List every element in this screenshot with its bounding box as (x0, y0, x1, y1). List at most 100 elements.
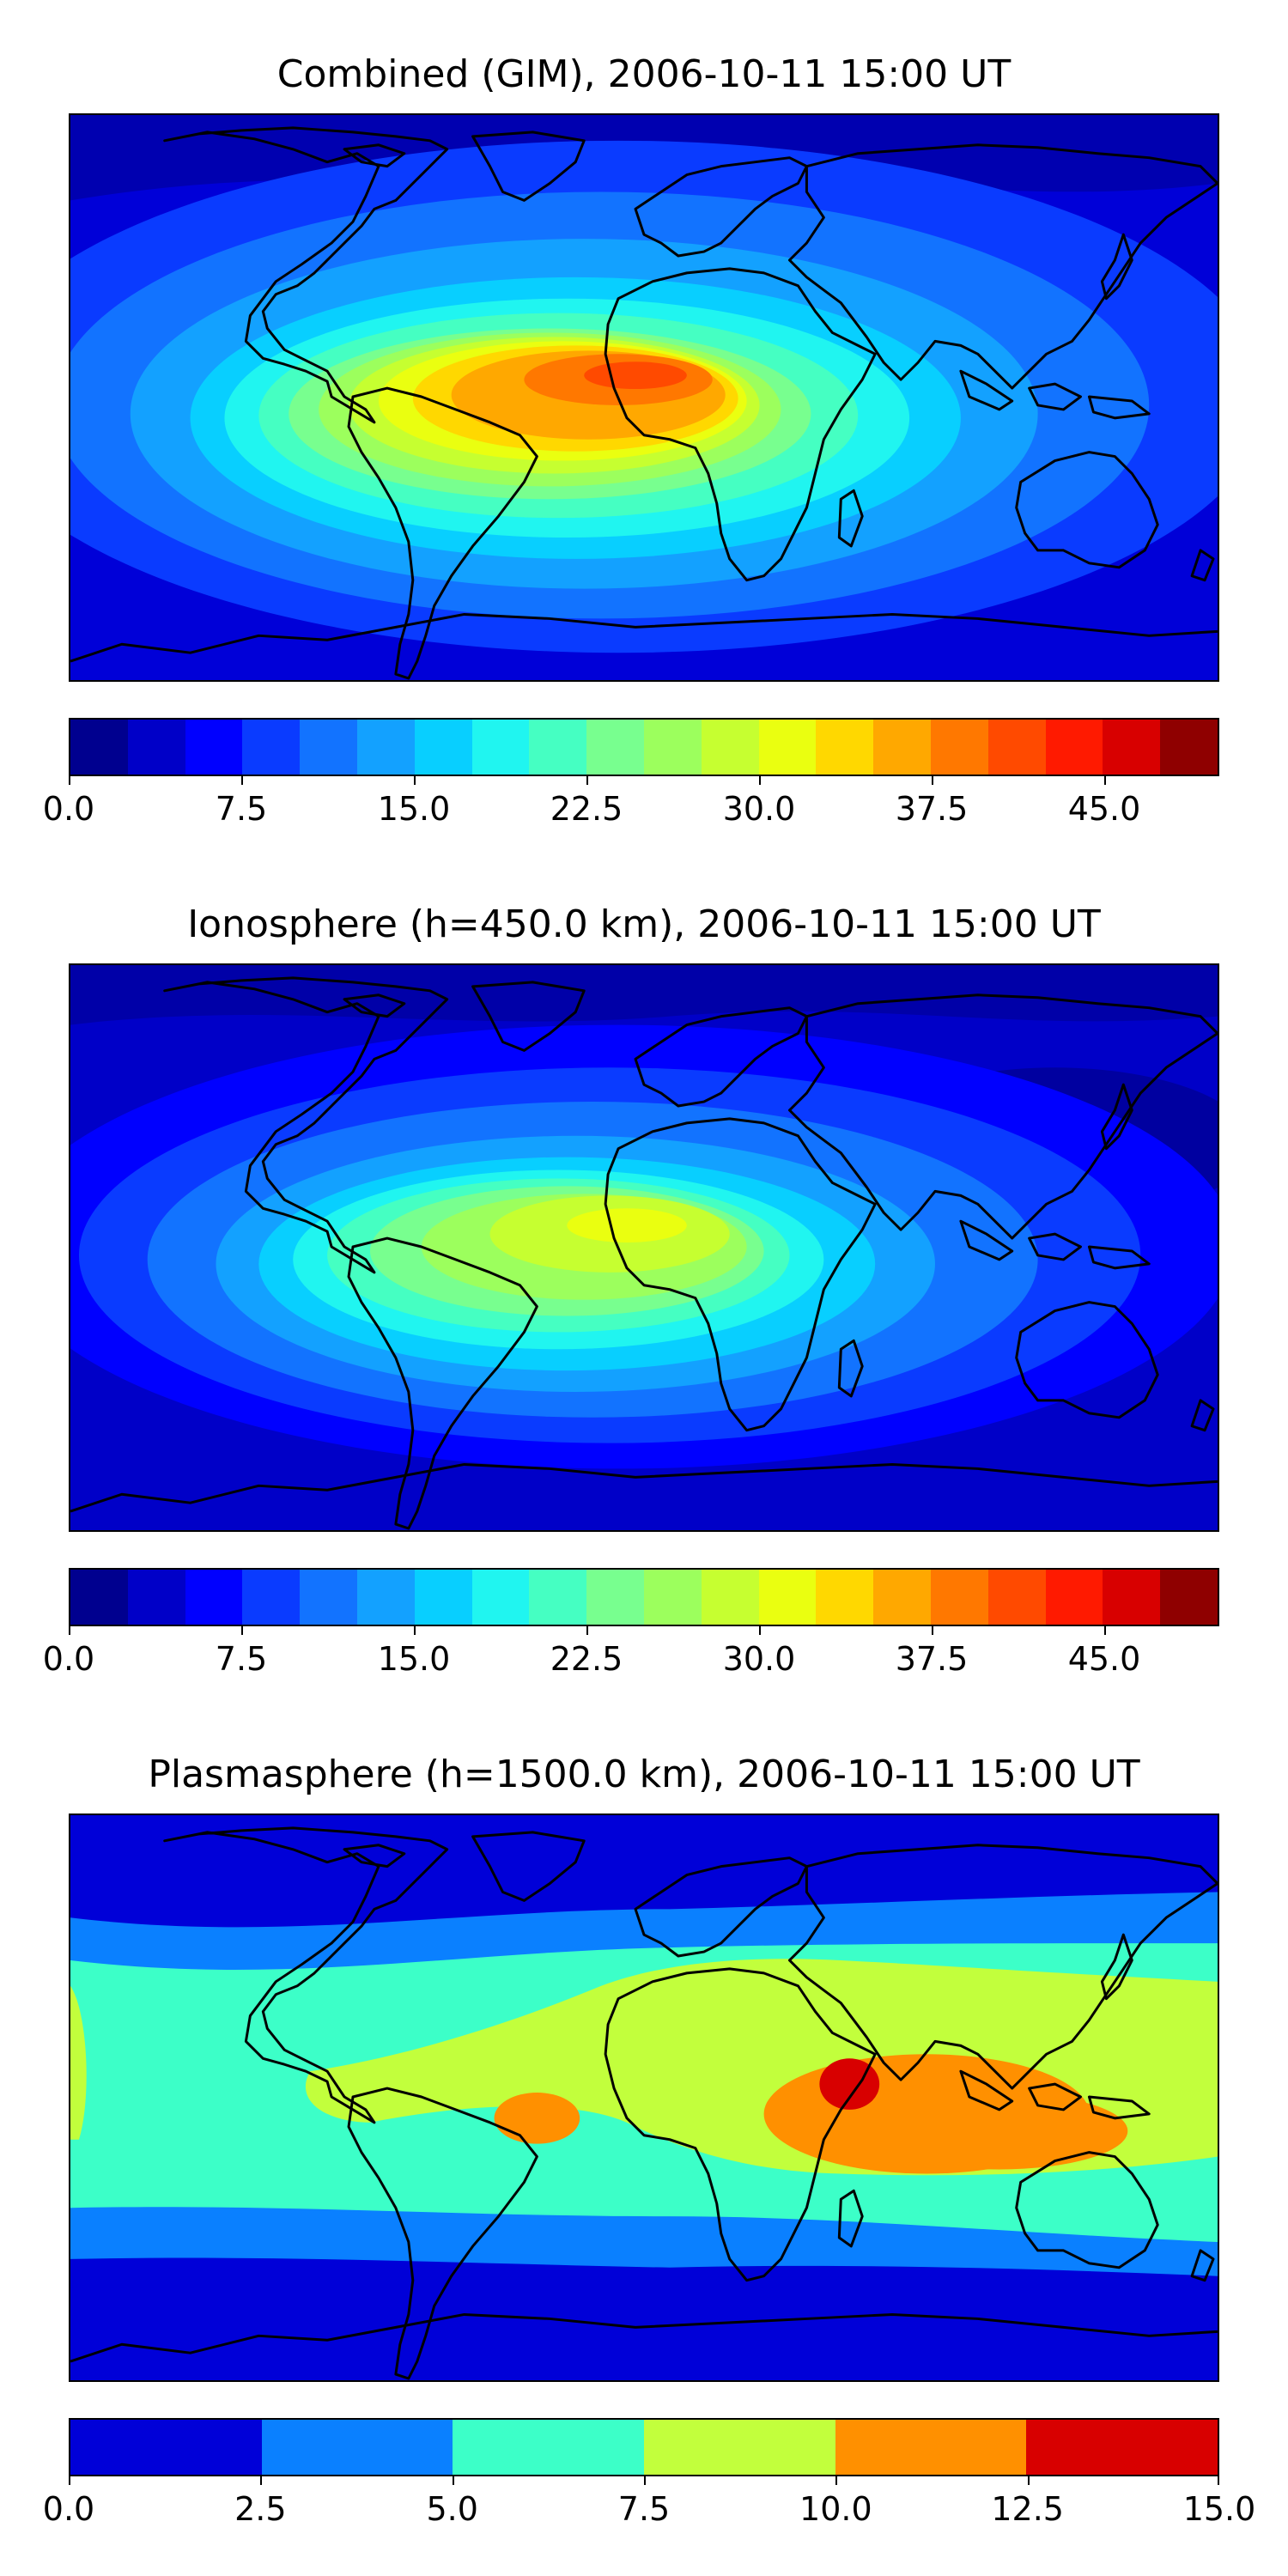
panel-3-title: Plasmasphere (h=1500.0 km), 2006-10-11 1… (148, 1753, 1140, 1796)
colorbar-segment (70, 720, 128, 775)
colorbar-segment (816, 1570, 874, 1625)
panel-1-title: Combined (GIM), 2006-10-11 15:00 UT (276, 52, 1012, 96)
colorbar-tick-label: 15.0 (1182, 2490, 1256, 2528)
panel-1-map-svg (70, 115, 1218, 680)
colorbar-segment (356, 720, 415, 775)
colorbar-segment (643, 1570, 702, 1625)
panel-2-colorbar-ticks: 0.0 7.5 15.0 22.5 30.0 37.5 45.0 (43, 1625, 1219, 1678)
panel-2-map (69, 963, 1219, 1532)
colorbar-segment (701, 1570, 759, 1625)
colorbar-tick (1104, 1625, 1106, 1635)
panel-3-map (69, 1814, 1219, 2382)
colorbar-segment (873, 720, 931, 775)
colorbar-segment (816, 720, 874, 775)
colorbar-segment (987, 720, 1046, 775)
colorbar-tick (932, 1625, 933, 1635)
colorbar-tick-label: 45.0 (1067, 1640, 1141, 1678)
colorbar-segment (529, 720, 587, 775)
colorbar-segment (758, 1570, 817, 1625)
colorbar-tick-label: 15.0 (377, 790, 451, 828)
colorbar-tick-label: 30.0 (722, 790, 796, 828)
colorbar-tick (1027, 2475, 1030, 2485)
colorbar-segment (644, 2420, 835, 2475)
colorbar-tick-label: 12.5 (991, 2490, 1064, 2528)
colorbar-tick-label: 5.0 (426, 2490, 478, 2528)
colorbar-tick (1104, 775, 1106, 785)
colorbar-segment (242, 720, 301, 775)
colorbar-tick-label: 7.5 (215, 790, 268, 828)
colorbar-tick-label: 0.0 (42, 1640, 95, 1678)
colorbar-tick (586, 1625, 588, 1635)
colorbar-segment (70, 1570, 128, 1625)
colorbar-tick (835, 2475, 838, 2485)
colorbar-tick-label: 37.5 (895, 1640, 969, 1678)
colorbar-segment (127, 720, 185, 775)
colorbar-tick-label: 0.0 (42, 2490, 95, 2528)
panel-2-title: Ionosphere (h=450.0 km), 2006-10-11 15:0… (187, 902, 1101, 946)
colorbar-segment (758, 720, 817, 775)
panel-3-colorbar (69, 2418, 1219, 2476)
colorbar-tick (759, 1625, 761, 1635)
panel-3-map-svg (70, 1815, 1218, 2380)
panel-1-colorbar (69, 718, 1219, 776)
colorbar-segment (1103, 720, 1161, 775)
colorbar-tick-label: 0.0 (42, 790, 95, 828)
colorbar-segment (1103, 1570, 1161, 1625)
colorbar-segment (261, 2420, 453, 2475)
colorbar-segment (1045, 720, 1103, 775)
panel-1-map (69, 113, 1219, 682)
colorbar-segment (873, 1570, 931, 1625)
colorbar-tick (932, 775, 933, 785)
colorbar-tick (759, 775, 761, 785)
colorbar-segment (185, 720, 243, 775)
colorbar-segment (529, 1570, 587, 1625)
colorbar-tick-label: 22.5 (550, 790, 623, 828)
colorbar-tick-label: 22.5 (550, 1640, 623, 1678)
colorbar-segment (185, 1570, 243, 1625)
colorbar-segment (127, 1570, 185, 1625)
colorbar-segment (471, 720, 530, 775)
colorbar-segment (930, 720, 988, 775)
colorbar-segment (930, 1570, 988, 1625)
colorbar-tick-label: 15.0 (377, 1640, 451, 1678)
colorbar-tick-label: 10.0 (799, 2490, 872, 2528)
colorbar-segment (453, 2420, 645, 2475)
panel-2-map-svg (70, 965, 1218, 1530)
colorbar-tick (452, 2475, 454, 2485)
colorbar-tick-label: 37.5 (895, 790, 969, 828)
colorbar-segment (1160, 720, 1218, 775)
colorbar-tick (414, 775, 416, 785)
colorbar-tick-label: 7.5 (215, 1640, 268, 1678)
colorbar-segment (300, 1570, 357, 1625)
colorbar-tick-label: 7.5 (617, 2490, 671, 2528)
colorbar-segment (242, 1570, 301, 1625)
colorbar-tick (69, 1625, 70, 1635)
colorbar-segment (586, 1570, 644, 1625)
colorbar-tick (260, 2475, 263, 2485)
colorbar-segment (701, 720, 759, 775)
colorbar-segment (414, 720, 472, 775)
colorbar-segment (70, 2420, 262, 2475)
colorbar-tick (241, 775, 243, 785)
colorbar-tick-label: 30.0 (722, 1640, 796, 1678)
colorbar-segment (1045, 1570, 1103, 1625)
panel-1-colorbar-ticks: 0.0 7.5 15.0 22.5 30.0 37.5 45.0 (43, 775, 1219, 828)
colorbar-tick-label: 2.5 (234, 2490, 287, 2528)
colorbar-segment (1160, 1570, 1218, 1625)
colorbar-tick (69, 775, 70, 785)
colorbar-tick (644, 2475, 646, 2485)
colorbar-tick (241, 1625, 243, 1635)
colorbar-segment (586, 720, 644, 775)
colorbar-segment (1026, 2420, 1218, 2475)
panel-2-colorbar (69, 1568, 1219, 1626)
colorbar-segment (987, 1570, 1046, 1625)
panel-3-colorbar-ticks: 0.0 2.5 5.0 7.5 10.0 12.5 15.0 (43, 2475, 1255, 2528)
colorbar-tick (1218, 2475, 1219, 2485)
colorbar-segment (414, 1570, 472, 1625)
colorbar-segment (300, 720, 357, 775)
colorbar-tick-label: 45.0 (1067, 790, 1141, 828)
colorbar-segment (471, 1570, 530, 1625)
colorbar-tick (69, 2475, 70, 2485)
colorbar-segment (835, 2420, 1027, 2475)
colorbar-tick (414, 1625, 416, 1635)
